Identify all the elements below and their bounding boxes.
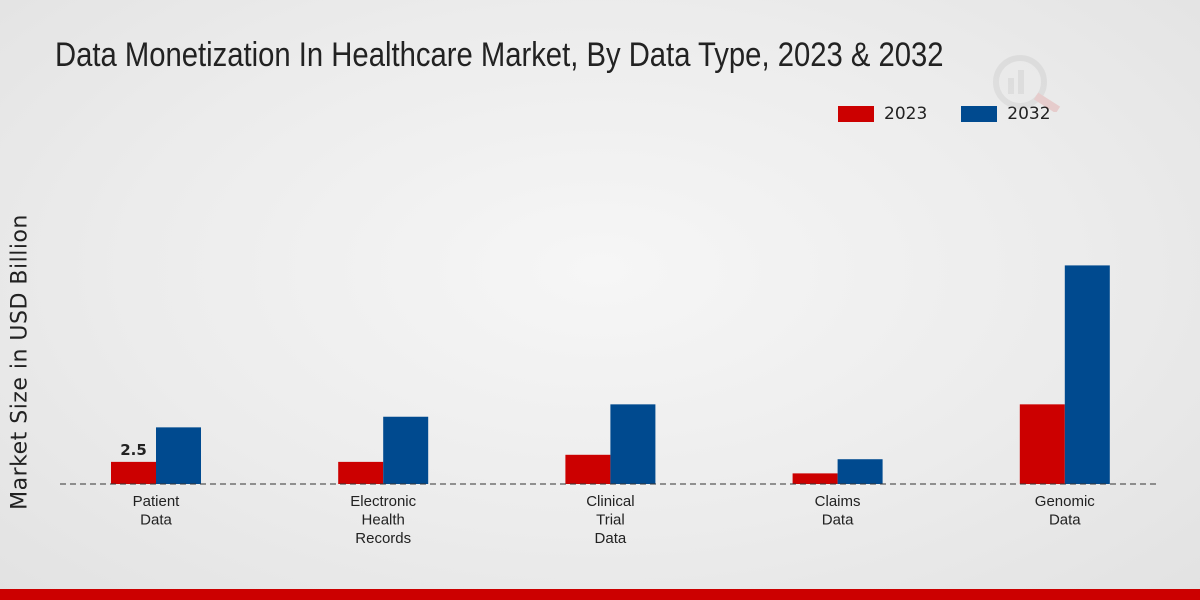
bar-2023-3 bbox=[792, 473, 838, 484]
x-tick-label-3: Claims Data bbox=[815, 493, 861, 529]
legend-swatch-2032 bbox=[961, 106, 998, 122]
bar-2023-2 bbox=[565, 454, 611, 484]
data-label-0-0: 2.5 bbox=[120, 441, 147, 459]
bar-2023-0 bbox=[111, 461, 156, 484]
watermark-logo bbox=[993, 55, 1061, 112]
x-tick-label-2: Clinical Trial Data bbox=[586, 493, 634, 547]
bottom-accent-bar bbox=[0, 589, 1200, 600]
bar-2023-1 bbox=[338, 461, 384, 484]
legend-swatch-2023 bbox=[838, 106, 874, 122]
bar-2032-3 bbox=[837, 459, 883, 484]
legend-label-2032: 2032 bbox=[1007, 104, 1051, 124]
bar-2023-4 bbox=[1019, 404, 1065, 484]
chart-title: Data Monetization In Healthcare Market, … bbox=[55, 36, 944, 74]
x-tick-label-4: Genomic Data bbox=[1035, 493, 1096, 529]
bar-2032-2 bbox=[610, 404, 656, 484]
x-tick-label-0: Patient Data bbox=[133, 493, 181, 529]
legend: 2023 2032 bbox=[838, 104, 1051, 124]
legend-item-2032: 2032 bbox=[961, 104, 1051, 124]
bar-2032-0 bbox=[156, 427, 201, 484]
legend-label-2023: 2023 bbox=[884, 104, 928, 124]
bar-2032-4 bbox=[1064, 265, 1110, 484]
x-tick-label-1: Electronic Health Records bbox=[350, 493, 416, 547]
legend-item-2023: 2023 bbox=[838, 104, 927, 124]
bar-2032-1 bbox=[383, 416, 429, 484]
